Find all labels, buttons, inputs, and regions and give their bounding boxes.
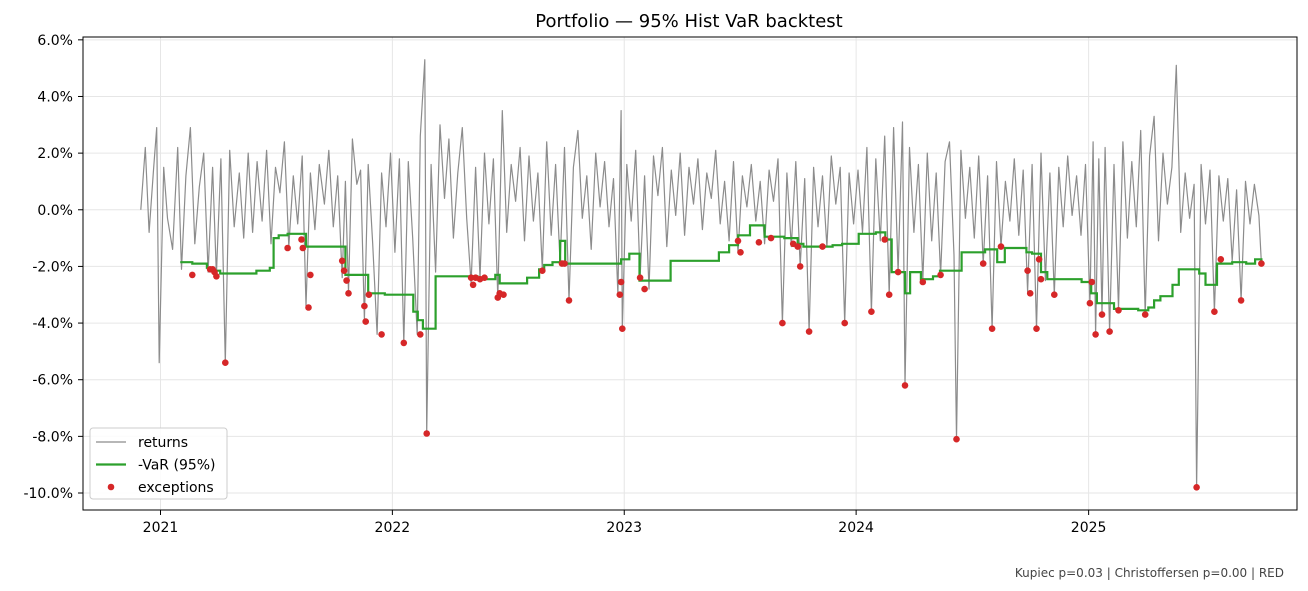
exception-point [1115,307,1122,314]
exception-point [767,234,775,242]
exception-point [222,359,229,367]
exception-point [794,243,801,250]
exception-point [561,260,568,267]
exception-point [1217,255,1225,263]
exception-point [1141,311,1149,318]
exception-point [901,382,909,389]
exception-point [805,328,813,335]
exception-point [1024,267,1031,275]
exception-point [481,274,488,282]
x-tick-label: 2025 [1071,520,1107,536]
exception-point [819,243,826,250]
exception-point [953,435,960,443]
exception-point [1088,278,1096,286]
exception-point [1092,331,1099,338]
exception-point [617,278,625,286]
legend: returns -VaR (95%) exceptions [89,427,228,500]
exception-point [885,291,893,299]
exceptions-series [189,234,1265,491]
exception-point [616,291,624,299]
exception-point [1051,291,1058,299]
legend-label: exceptions [138,480,214,496]
chart-title: Portfolio — 95% Hist VaR backtest [535,11,842,32]
legend-box [89,427,228,500]
legend-swatch-exceptions [107,483,115,491]
y-tick-label: -10.0% [23,486,73,502]
returns-line [140,59,1262,488]
exception-point [796,263,804,270]
y-axis-ticks: 6.0% 4.0% 2.0% 0.0% -2.0% -4.0% -6.0% -8.0% -10.… [23,33,83,502]
exception-point [937,271,944,279]
exception-point [636,274,644,282]
exception-point [213,273,220,280]
exception-point [345,290,352,297]
exception-point [881,236,888,243]
exception-point [1106,328,1113,335]
exception-point [298,236,305,243]
exception-point [400,339,408,347]
y-tick-label: -8.0% [32,429,73,445]
exception-point [988,325,996,333]
exception-point [997,243,1005,250]
exception-point [779,319,786,327]
x-tick-label: 2024 [838,520,874,536]
exception-point [469,281,477,289]
exception-point [423,430,431,437]
grid-lines [83,37,1297,510]
y-tick-label: -4.0% [32,316,73,332]
exception-point [365,291,373,299]
exception-point [305,304,312,311]
x-axis-ticks: 2021 2022 2023 2024 2025 [143,510,1107,536]
y-tick-label: 4.0% [37,89,73,105]
x-tick-label: 2021 [143,520,179,536]
legend-label: -VaR (95%) [138,458,216,474]
exception-point [362,318,370,325]
backtest-footnote: Kupiec p=0.03 | Christoffersen p=0.00 | … [1015,566,1284,580]
exception-point [500,291,507,299]
exception-point [868,308,875,316]
exception-point [894,268,902,276]
legend-label: returns [138,435,188,451]
exception-point [189,271,196,279]
exception-point [755,239,763,246]
y-tick-label: 6.0% [37,33,73,49]
exception-point [641,285,648,293]
exception-point [1086,299,1094,307]
exception-point [340,267,348,275]
exception-point [361,302,368,310]
y-tick-label: 2.0% [37,146,73,162]
exception-point [1098,311,1106,318]
returns-series [140,59,1262,488]
exception-point [1033,325,1040,333]
exception-point [338,257,346,265]
exception-point [979,260,987,267]
y-tick-label: -6.0% [32,373,73,389]
x-tick-label: 2023 [606,520,642,536]
exception-point [734,237,742,245]
exception-point [565,297,573,304]
exception-point [1258,260,1265,267]
exception-point [919,278,927,286]
exception-point [619,325,626,333]
exception-point [284,244,291,252]
exception-point [307,271,314,279]
exception-point [417,331,424,338]
exception-point [841,319,848,327]
exception-point [1026,290,1034,297]
exception-point [1193,484,1200,491]
exception-point [343,277,350,284]
exception-point [1035,255,1043,263]
exception-point [378,331,385,338]
exception-point [1037,275,1045,283]
exception-point [1211,308,1218,316]
exception-point [737,249,744,256]
exception-point [299,244,307,252]
plot-area-frame [82,36,1298,511]
exception-point [539,267,546,275]
exception-point [1237,297,1245,304]
y-tick-label: -2.0% [32,259,73,275]
y-tick-label: 0.0% [37,203,73,219]
x-tick-label: 2022 [375,520,411,536]
